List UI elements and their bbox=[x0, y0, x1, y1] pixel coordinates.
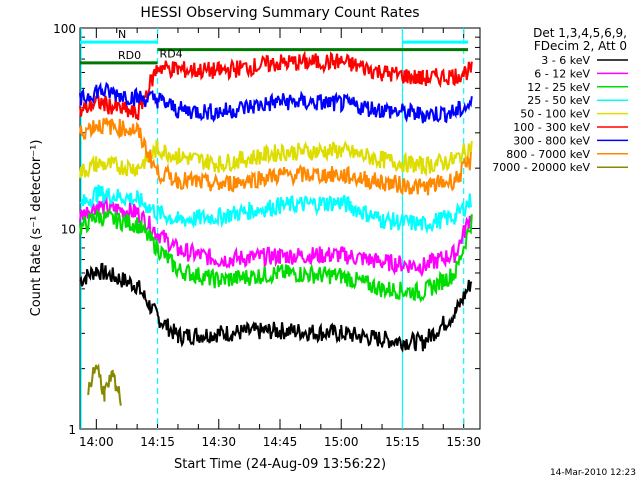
legend-entry-label: 6 - 12 keV bbox=[534, 67, 590, 80]
y-tick-label: 1 bbox=[68, 423, 76, 437]
x-axis-label: Start Time (24-Aug-09 13:56:22) bbox=[174, 457, 386, 472]
flag-label: RD4 bbox=[160, 48, 183, 61]
x-tick-label: 15:00 bbox=[324, 435, 359, 449]
x-tick-label: 14:45 bbox=[263, 435, 298, 449]
legend-entry-label: 3 - 6 keV bbox=[541, 54, 590, 67]
footer-timestamp: 14-Mar-2010 12:23 bbox=[550, 468, 636, 478]
flag-label: RD0 bbox=[118, 49, 141, 62]
legend-entry-label: 100 - 300 keV bbox=[513, 121, 590, 134]
legend-entry-label: 300 - 800 keV bbox=[513, 134, 590, 147]
y-axis-label: Count Rate (s⁻¹ detector⁻¹) bbox=[29, 140, 44, 317]
legend-entry-label: 7000 - 20000 keV bbox=[492, 161, 590, 174]
legend: Det 1,3,4,5,6,9, FDecim 2, Att 0 3 - 6 k… bbox=[492, 26, 628, 174]
series-line-6 bbox=[79, 81, 473, 124]
series-group bbox=[79, 50, 473, 406]
legend-entry-label: 800 - 7000 keV bbox=[506, 148, 590, 161]
chart-title: HESSI Observing Summary Count Rates bbox=[140, 5, 419, 21]
y-tick-label: 100 bbox=[53, 22, 76, 36]
legend-header-line-1: Det 1,3,4,5,6,9, bbox=[533, 26, 627, 40]
series-line-2 bbox=[79, 207, 473, 303]
y-tick-label: 10 bbox=[61, 223, 76, 237]
x-tick-label: 15:30 bbox=[446, 435, 481, 449]
x-tick-label: 14:15 bbox=[140, 435, 175, 449]
legend-entry-label: 12 - 25 keV bbox=[527, 81, 590, 94]
state-flags: RD0 RD4 N bbox=[80, 28, 468, 65]
series-line-7 bbox=[79, 117, 472, 196]
x-tick-label: 14:30 bbox=[201, 435, 236, 449]
x-tick-label: 14:00 bbox=[79, 435, 114, 449]
flag-label: N bbox=[118, 28, 126, 41]
x-tick-label: 15:15 bbox=[385, 435, 420, 449]
legend-header-line-2: FDecim 2, Att 0 bbox=[534, 39, 627, 53]
series-line-3 bbox=[79, 184, 472, 235]
legend-entry-label: 50 - 100 keV bbox=[520, 108, 590, 121]
legend-entry-label: 25 - 50 keV bbox=[527, 94, 590, 107]
series-line-8 bbox=[87, 363, 122, 406]
series-line-4 bbox=[79, 139, 473, 179]
series-line-5 bbox=[79, 50, 473, 121]
series-line-0 bbox=[79, 262, 473, 353]
